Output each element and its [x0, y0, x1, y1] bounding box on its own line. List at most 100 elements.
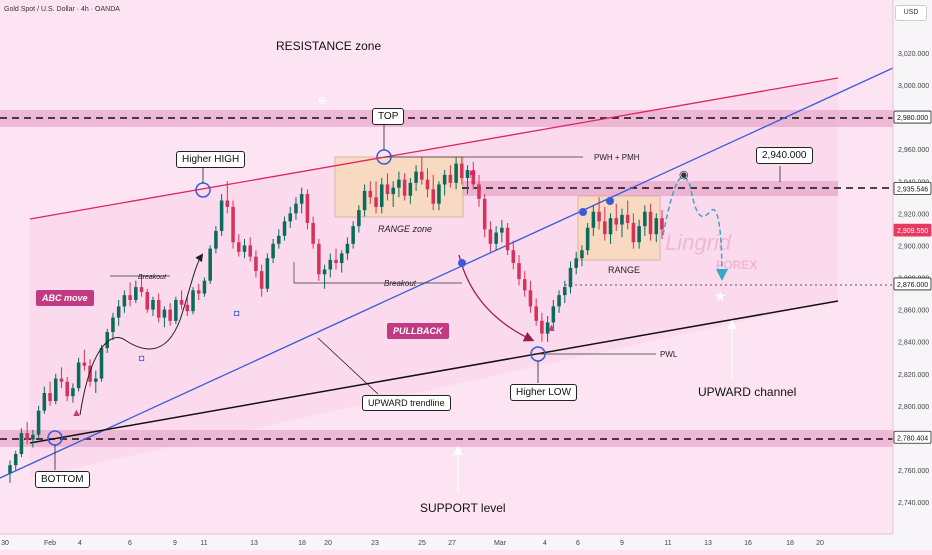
- x-tick-label: 4: [78, 540, 82, 547]
- candle: [179, 290, 184, 310]
- candle: [322, 264, 327, 289]
- candle: [648, 203, 653, 241]
- time-axis-ticks: 30 Feb 4 6 9 11 13 18 20 23 25 27 Mar 4 6 9 11 13 16 18 20: [1, 540, 824, 547]
- y-tick-label: 2,800.000: [898, 404, 929, 411]
- candle: [128, 282, 132, 307]
- marker-higher-low: [530, 346, 546, 383]
- higher-high-callout: Higher HIGH: [176, 151, 246, 168]
- y-tick-label: 2,860.000: [898, 308, 929, 315]
- x-tick-label: 20: [816, 540, 824, 547]
- candle: [471, 162, 476, 190]
- candle: [36, 405, 41, 438]
- x-tick-label: 16: [744, 540, 752, 547]
- candle: [437, 181, 441, 211]
- y-tick-label: 2,740.000: [898, 500, 929, 507]
- trendline-callout: UPWARD trendline: [362, 395, 451, 411]
- candle: [94, 370, 98, 393]
- price-axis-background[interactable]: [893, 0, 932, 534]
- candle: [122, 290, 127, 313]
- marker-higher-high: [195, 168, 211, 198]
- candle: [19, 428, 24, 458]
- price-marker: 2,935.546: [893, 181, 932, 195]
- symbol-title: Gold Spot / U.S. Dollar · 4h · OANDA: [4, 6, 120, 13]
- candle: [402, 173, 407, 201]
- candle: [214, 226, 218, 254]
- candle: [339, 250, 344, 273]
- candle: [31, 429, 35, 448]
- support-level-label: SUPPORT level: [420, 501, 506, 515]
- pwl-label: PWL: [660, 350, 678, 359]
- candle: [299, 187, 304, 214]
- pullback-curve: [458, 254, 535, 342]
- x-tick-label: 6: [128, 540, 132, 547]
- candle: [637, 219, 641, 249]
- y-tick-label: 2,900.000: [898, 243, 929, 250]
- y-tick-label: 3,000.000: [898, 83, 929, 90]
- candle: [328, 253, 333, 278]
- target-callout: 2,940.000: [756, 147, 813, 164]
- x-tick-label: 9: [173, 540, 177, 547]
- candle: [168, 303, 172, 326]
- candle: [500, 219, 504, 243]
- candle: [385, 173, 390, 201]
- candle: [277, 229, 281, 249]
- candle: [71, 383, 75, 403]
- candle: [643, 205, 647, 236]
- candle: [391, 181, 395, 207]
- candle: [362, 184, 367, 217]
- candles-group: [8, 157, 664, 483]
- candle: [99, 344, 104, 382]
- candle: [460, 157, 464, 185]
- time-axis-background[interactable]: [0, 534, 932, 550]
- breakout-label-1: Breakout: [138, 274, 167, 281]
- price-marker: 2,980.000: [893, 110, 932, 124]
- candle: [248, 237, 252, 262]
- candle: [420, 157, 424, 185]
- candle: [488, 221, 493, 252]
- dividend-icon-1: ◘: [234, 308, 240, 318]
- candle: [53, 373, 58, 405]
- candle: [517, 255, 521, 286]
- eye-icon: ◉: [679, 169, 689, 181]
- abc-move-tag: ABC move: [36, 290, 94, 306]
- candle: [254, 250, 258, 278]
- candle: [271, 239, 275, 264]
- projection-path: [662, 176, 728, 281]
- candle: [105, 328, 110, 353]
- y-tick-label: 2,840.000: [898, 340, 929, 347]
- rocket-icon-1: ▲: [71, 407, 82, 419]
- x-tick-label: 18: [786, 540, 794, 547]
- currency-button[interactable]: USD: [895, 5, 927, 21]
- candle: [139, 274, 144, 297]
- candle: [397, 171, 401, 198]
- candle: [448, 165, 453, 188]
- channel-fill: [30, 78, 838, 478]
- candle: [482, 194, 487, 238]
- candle: [591, 205, 596, 236]
- candle: [196, 283, 201, 300]
- candle: [25, 421, 29, 445]
- candle: [425, 168, 430, 198]
- candle: [48, 381, 52, 406]
- candle: [465, 165, 470, 195]
- candle: [379, 178, 384, 214]
- candle: [603, 206, 607, 241]
- resistance-trendline: [29, 77, 839, 220]
- candle: [597, 197, 601, 230]
- upward-channel-label: UPWARD channel: [698, 385, 796, 399]
- candle: [231, 200, 235, 249]
- bottom-callout: BOTTOM: [35, 471, 90, 488]
- candle: [13, 450, 18, 470]
- candle: [225, 181, 230, 214]
- svg-text:2,980.000: 2,980.000: [897, 115, 928, 122]
- price-marker: 2,780.404: [893, 430, 932, 444]
- marker-bottom: [47, 430, 63, 470]
- x-tick-label: 25: [418, 540, 426, 547]
- candle: [185, 296, 190, 316]
- candle: [111, 312, 115, 341]
- range-zone-label: RANGE zone: [378, 224, 432, 234]
- candle: [345, 237, 350, 260]
- svg-text:2,909.550: 2,909.550: [897, 228, 928, 235]
